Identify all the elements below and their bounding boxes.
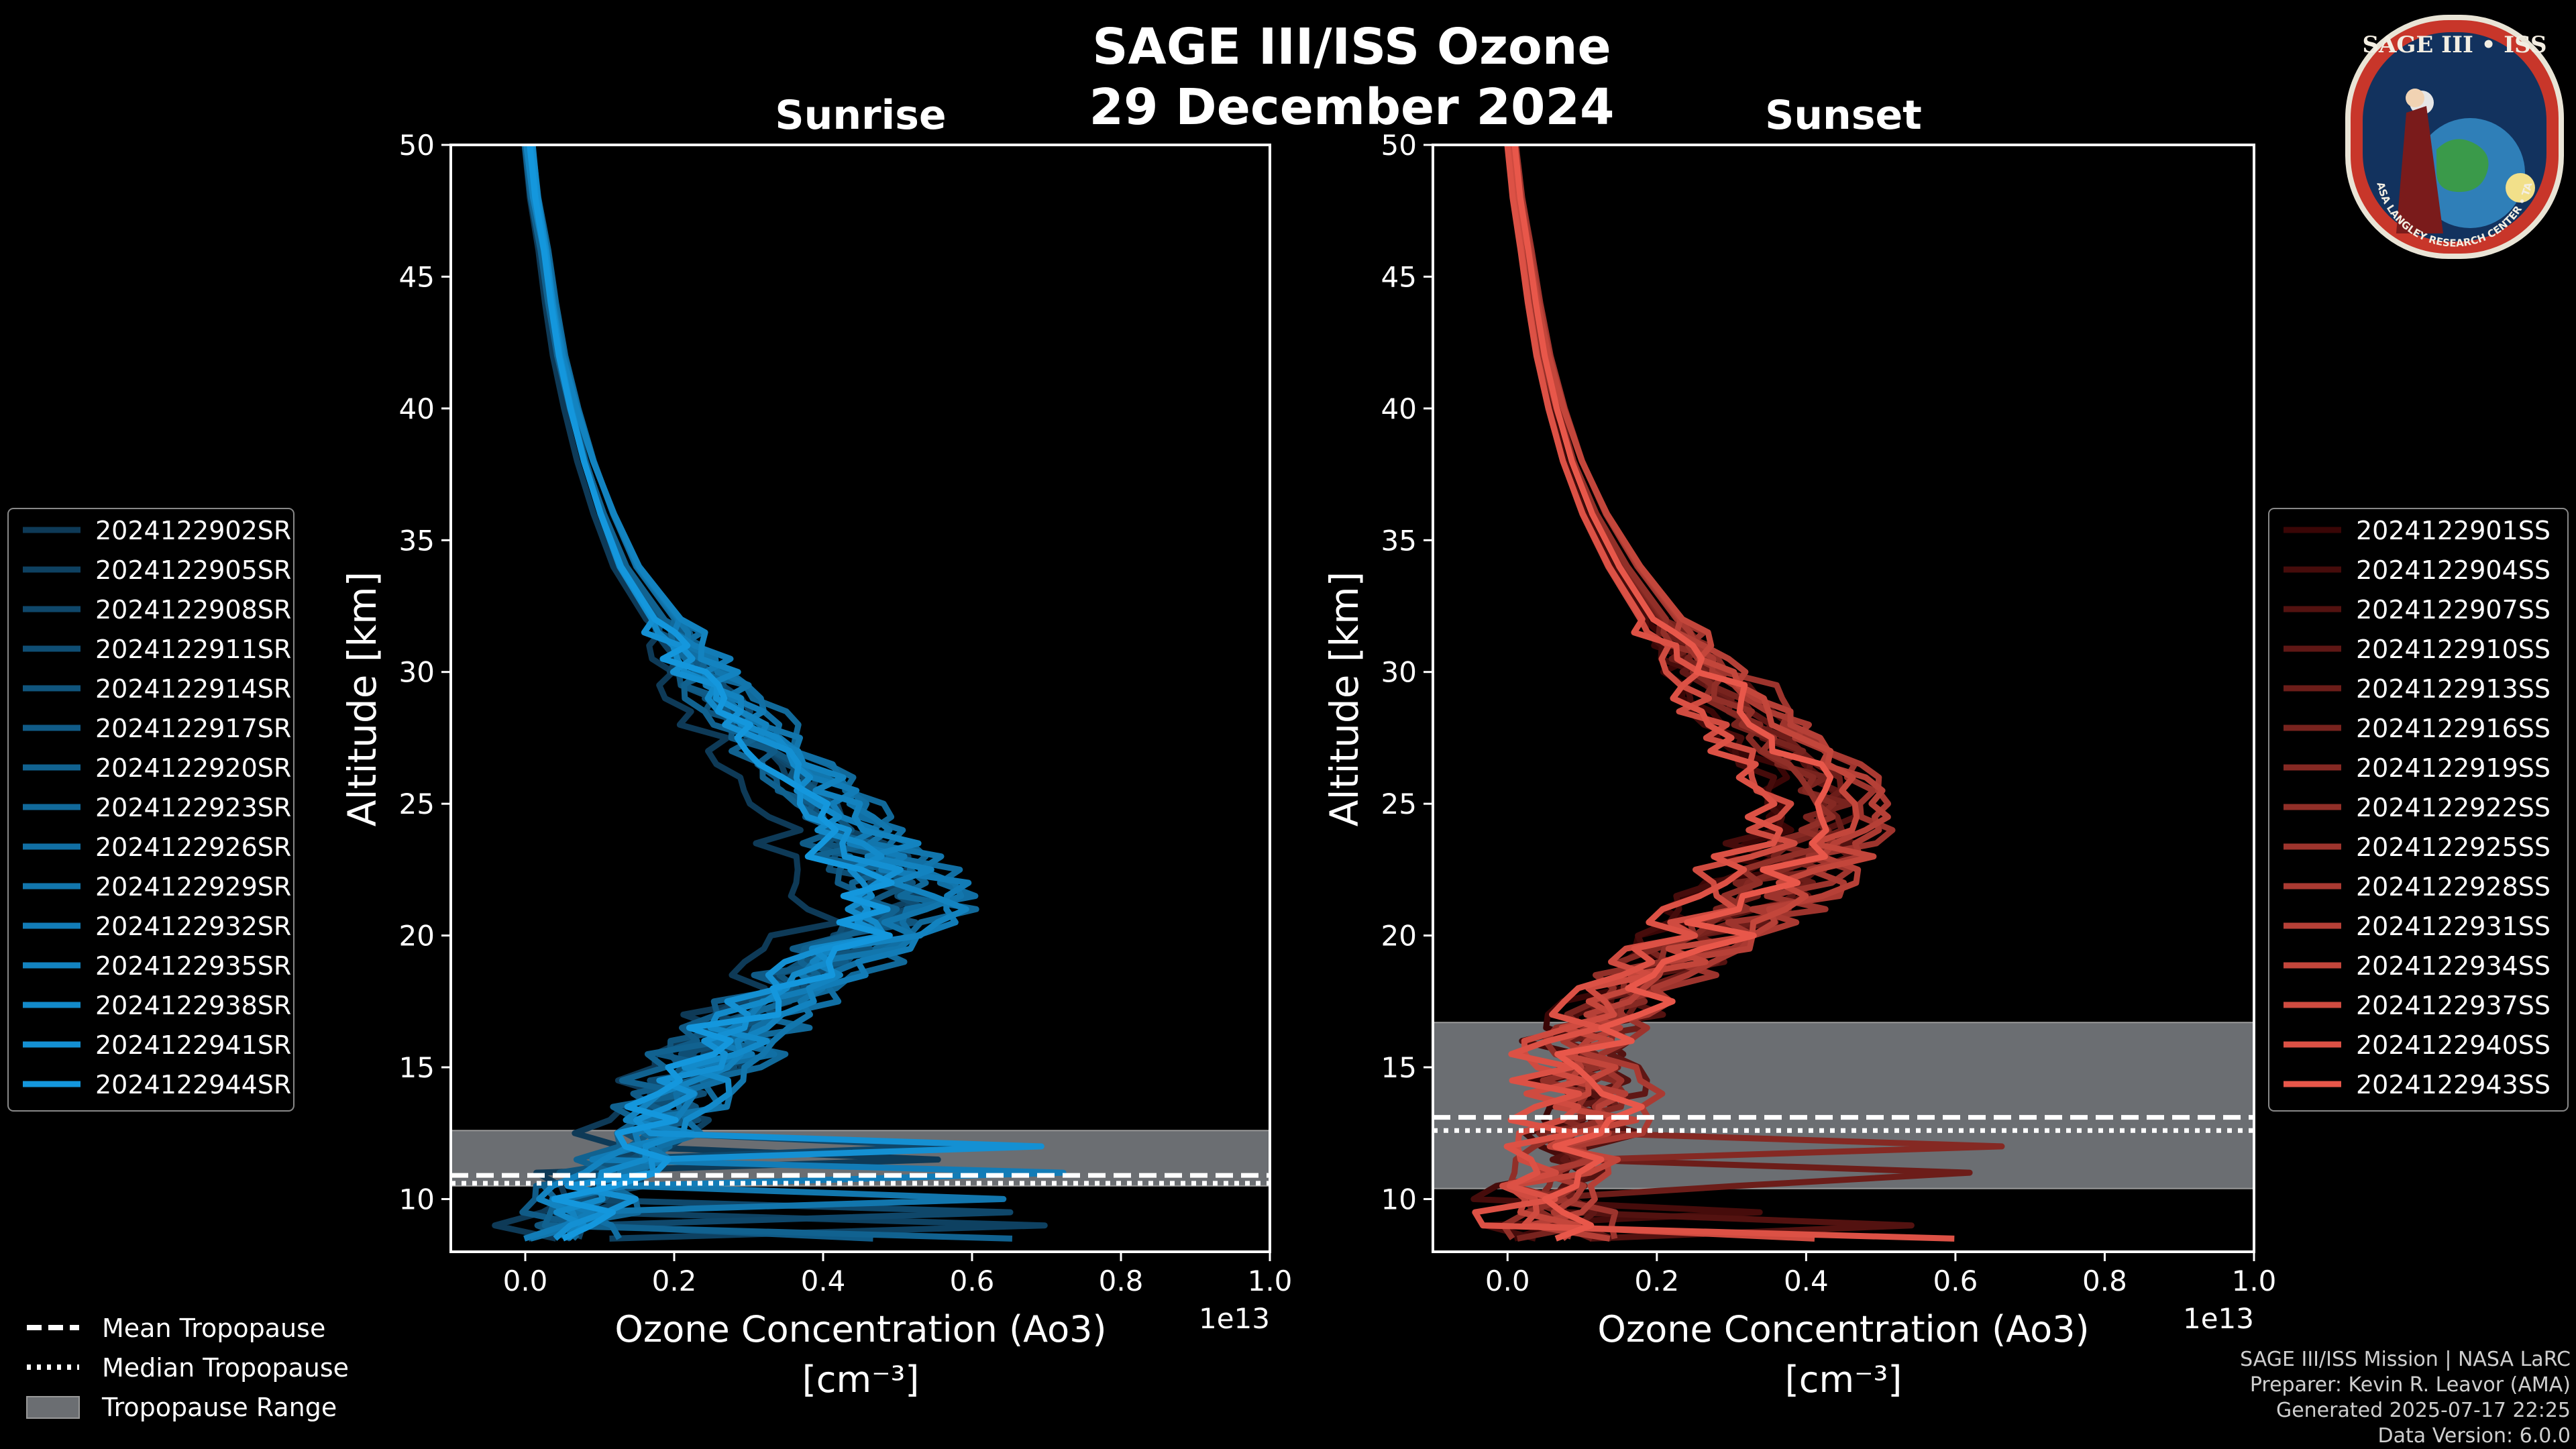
y-tick-label: 45	[399, 260, 435, 293]
footer-generated: Generated 2025-07-17 22:25	[2275, 1399, 2571, 1422]
y-tick-label: 15	[1381, 1051, 1417, 1084]
legend-label: 2024122914SR	[95, 674, 291, 704]
x-tick-label: 0.2	[652, 1265, 697, 1297]
footer-data-version: Data Version: 6.0.0	[2377, 1424, 2571, 1448]
y-tick-label: 10	[399, 1183, 435, 1216]
sunset-panel: Sunset 0.0 0.2 0.4 0.6 0.8 1.0 10 15 20 25 30 35 40 4…	[1322, 92, 2276, 1401]
tropopause-range-swatch	[26, 1396, 80, 1419]
x-tick-label: 0.4	[801, 1265, 846, 1297]
y-tick-label: 35	[1381, 524, 1417, 557]
y-tick-label: 20	[1381, 920, 1417, 953]
profile-2024122943SS	[1511, 145, 1834, 1242]
footer-preparer: Preparer: Kevin R. Leavor (AMA)	[2249, 1373, 2571, 1397]
legend-label: 2024122941SR	[95, 1030, 291, 1060]
sunset-axes: 0.0 0.2 0.4 0.6 0.8 1.0 10 15 20 25 30 35 40 45 50	[1381, 129, 2277, 1297]
profile-2024122944SR	[527, 145, 895, 1242]
legend-label: 2024122923SR	[95, 793, 291, 822]
x-tick-label: 1.0	[2232, 1265, 2277, 1297]
legend-label: 2024122940SS	[2356, 1030, 2551, 1060]
x-tick-label: 0.4	[1784, 1265, 1829, 1297]
legend-label: 2024122908SR	[95, 595, 291, 625]
y-tick-label: 10	[1381, 1183, 1417, 1216]
x-tick-label: 0.8	[2082, 1265, 2127, 1297]
legend-label: 2024122934SS	[2356, 951, 2551, 981]
y-tick-label: 50	[399, 129, 435, 162]
median-tropopause-label: Median Tropopause	[102, 1353, 349, 1383]
legend-label: 2024122938SR	[95, 991, 291, 1020]
x-tick-label: 0.6	[950, 1265, 995, 1297]
x-tick-label: 0.8	[1099, 1265, 1144, 1297]
legend-label: 2024122925SS	[2356, 833, 2551, 862]
legend-label: 2024122922SS	[2356, 793, 2551, 822]
y-tick-label: 40	[1381, 392, 1417, 425]
sunset-xlabel-line1: Ozone Concentration (Ao3)	[1597, 1308, 2089, 1350]
sunrise-xlabel-line1: Ozone Concentration (Ao3)	[614, 1308, 1106, 1350]
profile-2024122940SS	[1472, 145, 1955, 1242]
x-tick-label: 0.2	[1634, 1265, 1679, 1297]
legend-label: 2024122902SR	[95, 516, 291, 545]
x-tick-label: 0.0	[503, 1265, 548, 1297]
legend-label: 2024122926SR	[95, 833, 291, 862]
legend-label: 2024122901SS	[2356, 516, 2551, 545]
y-tick-label: 30	[1381, 656, 1417, 689]
sunrise-axes: 0.0 0.2 0.4 0.6 0.8 1.0 10 15 20 25 30 35 40 45 50	[399, 129, 1293, 1297]
sunset-title: Sunset	[1765, 92, 1922, 139]
profile-lines	[492, 145, 1067, 1242]
footer-credits: SAGE III/ISS Mission | NASA LaRC Prepare…	[2240, 1347, 2571, 1449]
badge-title: SAGE III • ISS	[2362, 32, 2546, 58]
legend-label: 2024122943SS	[2356, 1070, 2551, 1099]
legend-label: 2024122919SS	[2356, 753, 2551, 783]
y-tick-label: 25	[1381, 788, 1417, 820]
y-tick-label: 20	[399, 920, 435, 953]
sunrise-xlabel-line2: [cm⁻³]	[802, 1358, 920, 1401]
footer-mission: SAGE III/ISS Mission | NASA LaRC	[2240, 1348, 2571, 1371]
tropopause-legend: Mean Tropopause Median Tropopause Tropop…	[26, 1313, 349, 1422]
figure-title-line2: 29 December 2024	[1089, 78, 1615, 136]
legend-label: 2024122904SS	[2356, 555, 2551, 585]
sunset-x-multiplier: 1e13	[2183, 1302, 2254, 1335]
y-tick-label: 40	[399, 392, 435, 425]
y-tick-label: 50	[1381, 129, 1417, 162]
legend-label: 2024122935SR	[95, 951, 291, 981]
sunrise-panel: Sunrise 0.0 0.2 0.4 0.6 0.8 1.0 10 15 20 25 30 35 40…	[339, 92, 1292, 1401]
legend-label: 2024122931SS	[2356, 912, 2551, 941]
legend-label: 2024122907SS	[2356, 595, 2551, 625]
y-tick-label: 25	[399, 788, 435, 820]
legend-label: 2024122920SR	[95, 753, 291, 783]
legend-label: 2024122944SR	[95, 1070, 291, 1099]
sunrise-x-multiplier: 1e13	[1199, 1302, 1270, 1335]
sunrise-title: Sunrise	[775, 92, 946, 139]
mean-tropopause-label: Mean Tropopause	[102, 1313, 325, 1343]
legend-label: 2024122917SR	[95, 714, 291, 743]
sunset-ylabel: Altitude [km]	[1322, 572, 1367, 826]
sunrise-ylabel: Altitude [km]	[339, 572, 385, 826]
y-tick-label: 45	[1381, 260, 1417, 293]
legend-label: 2024122916SS	[2356, 714, 2551, 743]
profile-lines	[1470, 145, 2005, 1242]
figure-title-line1: SAGE III/ISS Ozone	[1092, 18, 1611, 76]
tropopause-range-label: Tropopause Range	[101, 1393, 337, 1422]
sunrise-legend: 2024122902SR 2024122905SR 2024122908SR 2024…	[7, 508, 294, 1112]
legend-label: 2024122929SR	[95, 872, 291, 902]
y-tick-label: 30	[399, 656, 435, 689]
legend-label: 2024122910SS	[2356, 635, 2551, 664]
x-tick-label: 0.0	[1485, 1265, 1530, 1297]
y-tick-label: 35	[399, 524, 435, 557]
x-tick-label: 0.6	[1933, 1265, 1978, 1297]
y-tick-label: 15	[399, 1051, 435, 1084]
axes-frame	[449, 144, 1271, 1253]
legend-label: 2024122932SR	[95, 912, 291, 941]
legend-label: 2024122937SS	[2356, 991, 2551, 1020]
sage-iii-mission-patch: SAGE III • ISS BALL • NASA LANGLEY RESEA…	[2343, 12, 2564, 259]
legend-label: 2024122905SR	[95, 555, 291, 585]
x-tick-label: 1.0	[1248, 1265, 1293, 1297]
legend-label: 2024122913SS	[2356, 674, 2551, 704]
legend-label: 2024122928SS	[2356, 872, 2551, 902]
legend-label: 2024122911SR	[95, 635, 291, 664]
axes-frame	[1432, 144, 2255, 1253]
sunset-legend: 2024122901SS 2024122904SS 2024122907SS 2024…	[2268, 508, 2569, 1112]
sunset-xlabel-line2: [cm⁻³]	[1785, 1358, 1902, 1401]
